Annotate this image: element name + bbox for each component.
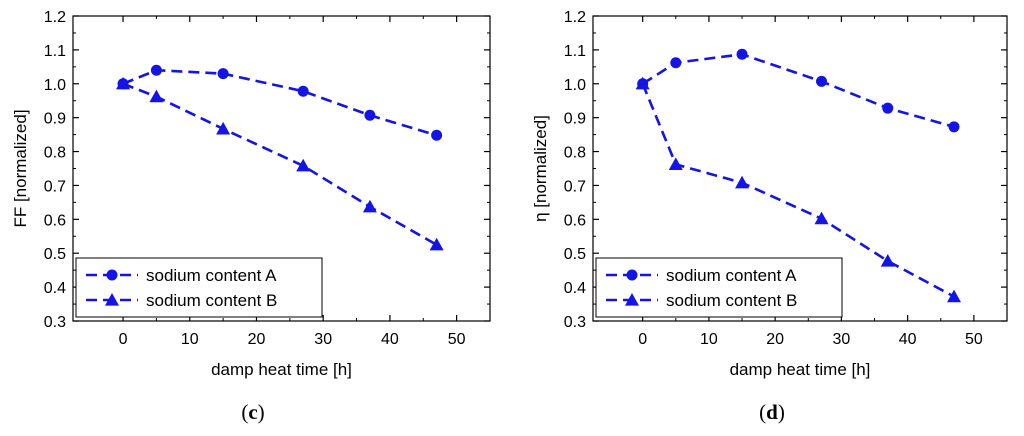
series-line [641,52,955,129]
x-tick-label: 50 [965,331,983,348]
data-point [668,157,683,171]
legend-label: sodium content B [146,291,277,310]
chart-panel-d: 0 10 20 30 40 50 0.3 0.4 0.5 0.6 0.7 0.8 0.9 1.0 1.1 1.… [531,9,1008,424]
data-point [814,211,829,225]
y-tick-label: 1.0 [564,77,586,94]
legend: sodium content A sodium content B [75,257,323,318]
x-tick-label: 30 [314,331,332,348]
data-point [116,76,131,90]
y-tick-label: 0.3 [44,314,66,331]
data-point [736,48,748,60]
y-tick-label: 0.6 [564,212,586,229]
y-tick-label: 1.0 [44,77,66,94]
data-point [217,68,229,80]
data-point [947,289,962,303]
y-tick-label: 0.7 [564,178,586,195]
panel-label: (d) [759,400,785,424]
x-tick-label: 10 [181,331,199,348]
x-tick-label: 20 [248,331,266,348]
legend-label: sodium content A [146,266,277,285]
data-point [670,57,682,69]
y-tick-label: 0.5 [564,246,586,263]
data-point [635,76,650,90]
x-tick-label: 50 [448,331,466,348]
legend-marker [626,269,638,281]
y-tick-label: 0.4 [564,280,586,297]
data-point [362,199,377,213]
y-tick-label: 0.8 [564,145,586,162]
y-axis-label: FF [normalized] [11,109,30,227]
y-tick-label: 0.3 [564,314,586,331]
data-point [429,237,444,251]
data-point [948,121,960,133]
x-tick-label: 0 [638,331,647,348]
x-tick-label: 40 [899,331,917,348]
data-point [880,254,895,267]
data-point [816,75,828,87]
legend-label: sodium content A [666,266,797,285]
legend-marker [105,293,119,306]
series-line [122,68,437,137]
y-tick-label: 0.7 [44,178,66,195]
legend-label: sodium content B [666,291,797,310]
x-tick-label: 40 [381,331,399,348]
data-point [216,121,231,135]
chart-panel-c: 0 10 20 30 40 50 0.3 0.4 0.5 0.6 0.7 0.8 0.9 1.0 1.1 1.… [11,9,491,424]
y-tick-label: 1.2 [564,9,586,26]
y-tick-label: 0.9 [44,111,66,128]
series-a [637,48,960,133]
series-line [122,82,438,246]
data-point [297,85,309,97]
y-tick-label: 0.4 [44,280,66,297]
x-tick-label: 0 [119,331,128,348]
series-line [641,83,955,298]
y-tick-label: 0.8 [44,145,66,162]
panel-label: (c) [241,400,264,424]
x-tick-label: 20 [766,331,784,348]
series-a [117,64,443,141]
data-point [364,109,376,121]
legend-box [595,257,843,318]
data-point [149,89,164,103]
legend: sodium content A sodium content B [595,257,843,318]
data-point [296,158,311,172]
x-tick-label: 30 [833,331,851,348]
y-tick-label: 1.2 [44,9,66,26]
y-tick-label: 1.1 [44,43,66,60]
data-point [882,102,894,114]
y-axis-label: η [normalized] [531,115,550,222]
data-point [735,175,750,189]
data-point [150,64,162,76]
series-b [635,76,962,303]
legend-box [75,257,323,318]
x-tick-label: 10 [700,331,718,348]
legend-marker [106,269,118,281]
y-tick-label: 0.9 [564,111,586,128]
x-axis-label: damp heat time [h] [211,360,352,379]
series-b [116,76,444,251]
data-point [431,129,443,141]
y-tick-label: 1.1 [564,43,586,60]
legend-marker [625,293,639,306]
x-axis-label: damp heat time [h] [730,360,871,379]
y-tick-label: 0.5 [44,246,66,263]
y-tick-label: 0.6 [44,212,66,229]
